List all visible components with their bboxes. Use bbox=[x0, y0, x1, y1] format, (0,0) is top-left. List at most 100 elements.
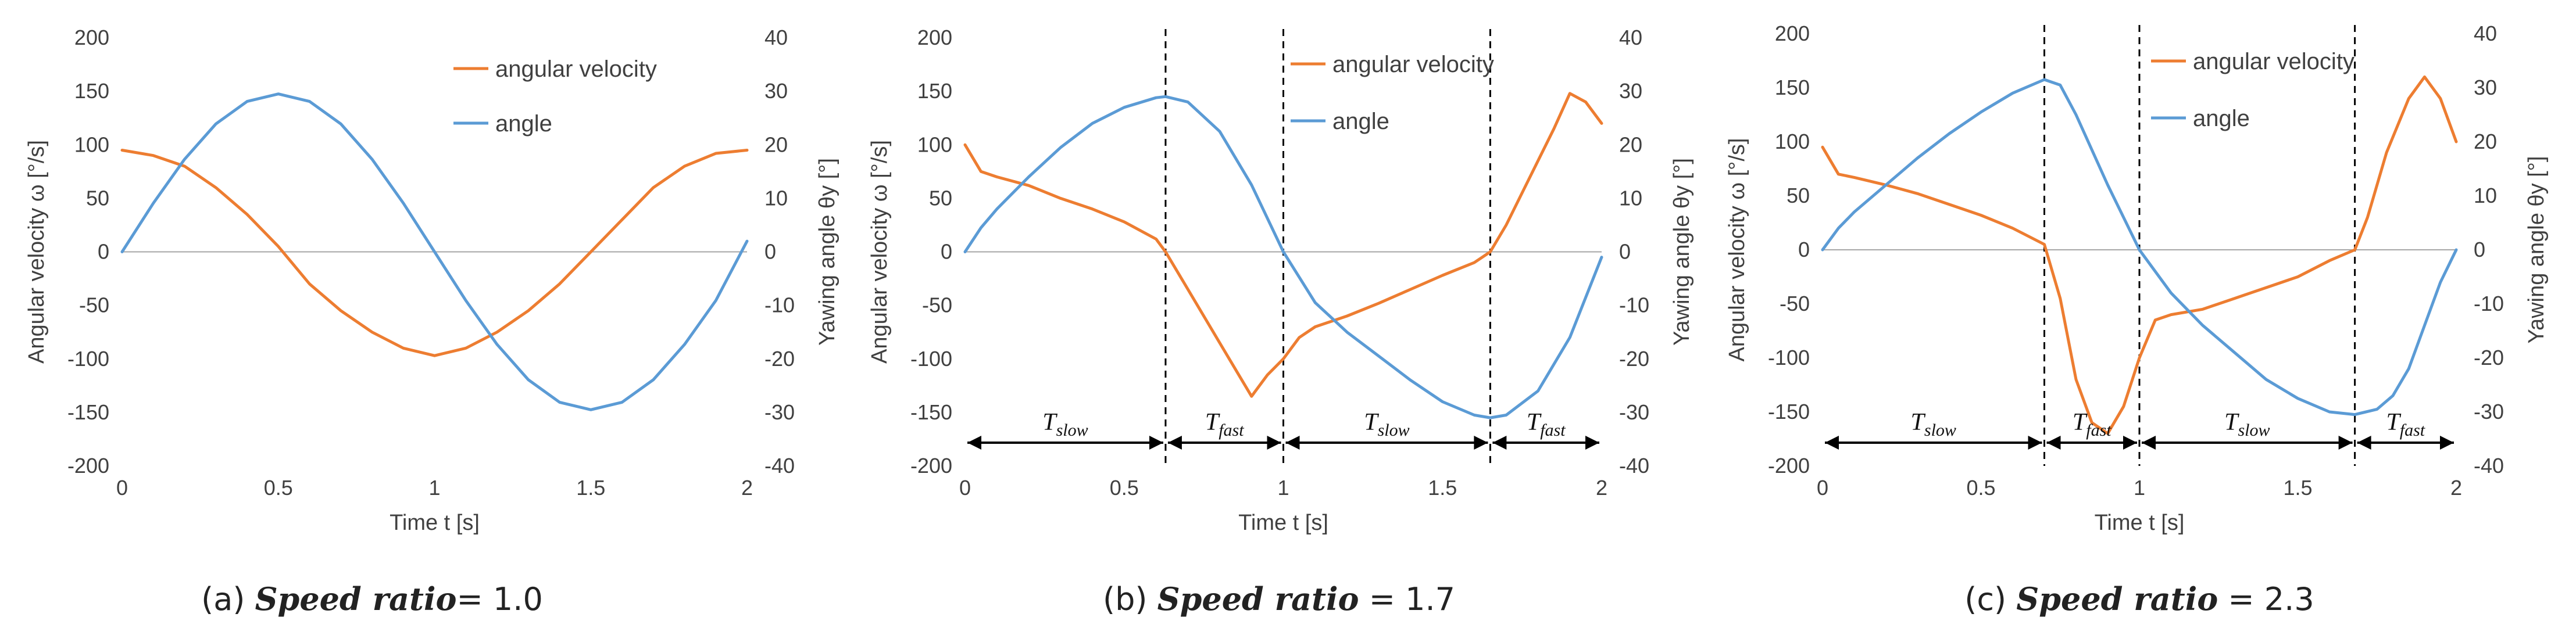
arrowhead-right bbox=[2440, 436, 2454, 450]
y-tick-label: -150 bbox=[67, 400, 109, 424]
data-point bbox=[1060, 146, 1062, 148]
data-point bbox=[2012, 227, 2013, 229]
y-tick-label: 0 bbox=[1798, 238, 1810, 261]
caption-label: Speed ratio bbox=[2016, 580, 2218, 618]
data-point bbox=[2059, 84, 2061, 86]
caption-value: = 1.7 bbox=[1359, 581, 1455, 618]
caption-value: = 1.0 bbox=[457, 581, 543, 618]
interval-label-subscript: slow bbox=[2238, 421, 2270, 440]
data-point bbox=[2170, 314, 2172, 315]
data-point bbox=[340, 123, 342, 125]
data-point bbox=[1949, 203, 1950, 205]
data-point bbox=[2297, 276, 2299, 278]
data-point bbox=[309, 101, 310, 102]
data-point bbox=[996, 208, 998, 210]
data-point bbox=[1346, 315, 1348, 317]
y2-axis-title: Yawing angle θy [°] bbox=[815, 158, 839, 346]
y-axis-title: Angular velocity ω [°/s] bbox=[24, 140, 49, 364]
data-point bbox=[122, 251, 123, 253]
data-point bbox=[559, 401, 560, 403]
data-point bbox=[1410, 379, 1412, 381]
data-point bbox=[2075, 379, 2077, 381]
arrowhead-right bbox=[2028, 436, 2042, 450]
y-tick-label: 200 bbox=[74, 26, 109, 49]
arrowhead-right bbox=[1474, 436, 1488, 450]
data-point bbox=[1251, 396, 1252, 397]
y-axis-title: Angular velocity ω [°/s] bbox=[867, 140, 892, 364]
data-point bbox=[527, 310, 529, 311]
x-tick-label: 1.5 bbox=[576, 476, 605, 500]
data-point bbox=[1219, 131, 1220, 132]
x-tick-label: 1.5 bbox=[1428, 476, 1457, 500]
data-point bbox=[184, 159, 185, 160]
x-tick-label: 0 bbox=[1817, 476, 1828, 500]
data-point bbox=[559, 283, 560, 285]
y-tick-label: 0 bbox=[98, 240, 109, 264]
data-point bbox=[1028, 176, 1030, 178]
interval-label: Tfast bbox=[1527, 409, 1566, 440]
x-tick-label: 0.5 bbox=[264, 476, 293, 500]
y-tick-label: -100 bbox=[1768, 346, 1810, 369]
data-point bbox=[2376, 408, 2378, 410]
y-tick-label: 200 bbox=[1775, 21, 1810, 45]
data-point bbox=[715, 300, 717, 302]
data-point bbox=[496, 331, 498, 333]
x-tick-label: 0 bbox=[116, 476, 128, 500]
data-point bbox=[215, 123, 217, 125]
caption-prefix: (b) bbox=[1103, 581, 1157, 618]
interval-label-main: T bbox=[2073, 409, 2088, 436]
arrowhead-left bbox=[1285, 436, 1300, 450]
data-point bbox=[1822, 249, 1823, 250]
data-point bbox=[434, 251, 435, 253]
y-tick-label: 200 bbox=[917, 26, 952, 49]
data-point bbox=[2329, 260, 2330, 261]
caption-label: Speed ratio bbox=[1157, 580, 1359, 618]
data-point bbox=[1838, 227, 1839, 229]
data-point bbox=[1442, 275, 1444, 277]
legend-label: angle bbox=[1332, 109, 1389, 134]
x-axis-title: Time t [s] bbox=[1238, 511, 1328, 535]
x-tick-label: 1 bbox=[428, 476, 440, 500]
data-point bbox=[496, 343, 498, 345]
data-point bbox=[371, 159, 373, 160]
data-point bbox=[1267, 374, 1269, 376]
data-point bbox=[2439, 281, 2441, 283]
x-tick-label: 0.5 bbox=[1966, 476, 1995, 500]
y2-tick-label: -20 bbox=[1619, 347, 1649, 371]
figure-caption: (c) Speed ratio = 2.3 bbox=[1964, 580, 2314, 618]
interval-label-subscript: fast bbox=[2400, 421, 2425, 440]
data-point bbox=[652, 186, 654, 188]
arrowhead-right bbox=[1267, 436, 1281, 450]
angle-series-line bbox=[1821, 78, 2458, 417]
data-point bbox=[2456, 141, 2457, 142]
angle-series-line bbox=[963, 95, 1603, 419]
data-point bbox=[371, 331, 373, 333]
data-point bbox=[1505, 224, 1507, 226]
chart-panel-1: 200150100500-50-100-150-200403020100-10-… bbox=[24, 26, 839, 618]
interval-label: Tfast bbox=[2073, 409, 2111, 440]
y2-tick-label: -10 bbox=[2474, 292, 2504, 315]
data-point bbox=[1155, 238, 1157, 240]
data-point bbox=[1282, 251, 1284, 253]
interval-label: Tslow bbox=[1042, 409, 1088, 440]
data-point bbox=[1442, 401, 1444, 403]
data-point bbox=[465, 347, 467, 349]
arrowhead-left bbox=[2142, 436, 2156, 450]
data-point bbox=[1489, 251, 1491, 253]
data-point bbox=[1949, 133, 1950, 135]
data-point bbox=[2424, 76, 2425, 78]
data-point bbox=[1569, 92, 1571, 94]
y2-tick-label: 40 bbox=[1619, 26, 1642, 49]
data-point bbox=[2234, 297, 2235, 299]
x-tick-label: 2 bbox=[1596, 476, 1607, 500]
y2-tick-label: 40 bbox=[764, 26, 788, 49]
y2-tick-label: -10 bbox=[764, 293, 795, 317]
data-point bbox=[2123, 405, 2124, 407]
y-tick-label: -200 bbox=[67, 454, 109, 478]
interval-label-subscript: fast bbox=[1540, 421, 1566, 440]
y-tick-label: 50 bbox=[86, 186, 109, 210]
data-point bbox=[1601, 123, 1602, 124]
data-point bbox=[1060, 198, 1062, 199]
data-point bbox=[2367, 217, 2368, 218]
data-point bbox=[964, 251, 966, 253]
